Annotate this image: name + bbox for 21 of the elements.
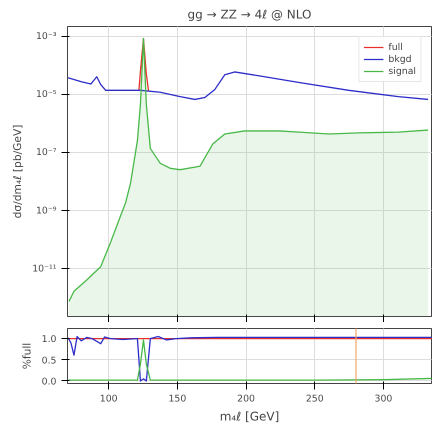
chart-title: gg → ZZ → 4ℓ @ NLO xyxy=(188,8,312,22)
y-tick-label: 10⁻⁹ xyxy=(36,205,57,216)
x-tick-label: 200 xyxy=(237,394,256,404)
x-tick-label: 300 xyxy=(374,394,392,404)
y-tick-label: 10⁻⁷ xyxy=(36,147,57,158)
y-tick-label: 1.0 xyxy=(42,334,57,346)
line-series xyxy=(138,38,150,92)
legend-label: signal xyxy=(388,65,416,77)
y-tick-label: 10⁻¹¹ xyxy=(32,263,57,274)
legend-label: full xyxy=(388,41,404,53)
y-tick-label: 10⁻³ xyxy=(36,30,57,42)
x-tick-label: 100 xyxy=(100,394,118,404)
y-tick-label: 0.0 xyxy=(42,376,57,388)
legend-label: bkgd xyxy=(388,53,412,65)
y-tick-label: 0.5 xyxy=(42,355,57,366)
x-axis-title: m₄ℓ [GeV] xyxy=(220,410,280,424)
x-tick-label: 150 xyxy=(168,394,186,404)
y-axis-title: %full xyxy=(20,342,34,370)
y-tick-label: 10⁻⁵ xyxy=(36,89,57,100)
y-axis-title: dσ/dm₄ℓ [pb/GeV] xyxy=(11,124,24,218)
x-tick-label: 250 xyxy=(306,394,324,404)
